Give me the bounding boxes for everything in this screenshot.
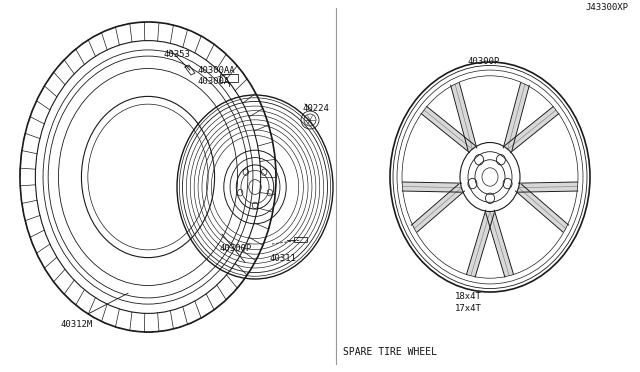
Text: 17x4T: 17x4T bbox=[455, 304, 482, 313]
Polygon shape bbox=[504, 83, 529, 151]
Text: 40300P: 40300P bbox=[220, 244, 252, 253]
Bar bbox=[220, 74, 238, 82]
Text: 40353: 40353 bbox=[163, 50, 190, 59]
Text: SPARE TIRE WHEEL: SPARE TIRE WHEEL bbox=[343, 347, 437, 357]
Text: 40224: 40224 bbox=[303, 104, 330, 113]
Text: 40300AA: 40300AA bbox=[198, 66, 236, 75]
Text: 40312M: 40312M bbox=[60, 320, 92, 329]
Text: 18x4T: 18x4T bbox=[455, 292, 482, 301]
Polygon shape bbox=[517, 183, 578, 192]
Polygon shape bbox=[486, 212, 513, 277]
Text: 40300P: 40300P bbox=[468, 57, 500, 66]
Text: 40311: 40311 bbox=[270, 254, 297, 263]
Text: 40300A: 40300A bbox=[198, 77, 230, 86]
Text: J43300XP: J43300XP bbox=[585, 3, 628, 12]
Polygon shape bbox=[504, 107, 559, 151]
Polygon shape bbox=[412, 184, 463, 232]
Polygon shape bbox=[421, 107, 476, 151]
Polygon shape bbox=[402, 183, 463, 192]
Polygon shape bbox=[517, 184, 568, 232]
Polygon shape bbox=[467, 212, 494, 277]
Polygon shape bbox=[451, 83, 476, 151]
